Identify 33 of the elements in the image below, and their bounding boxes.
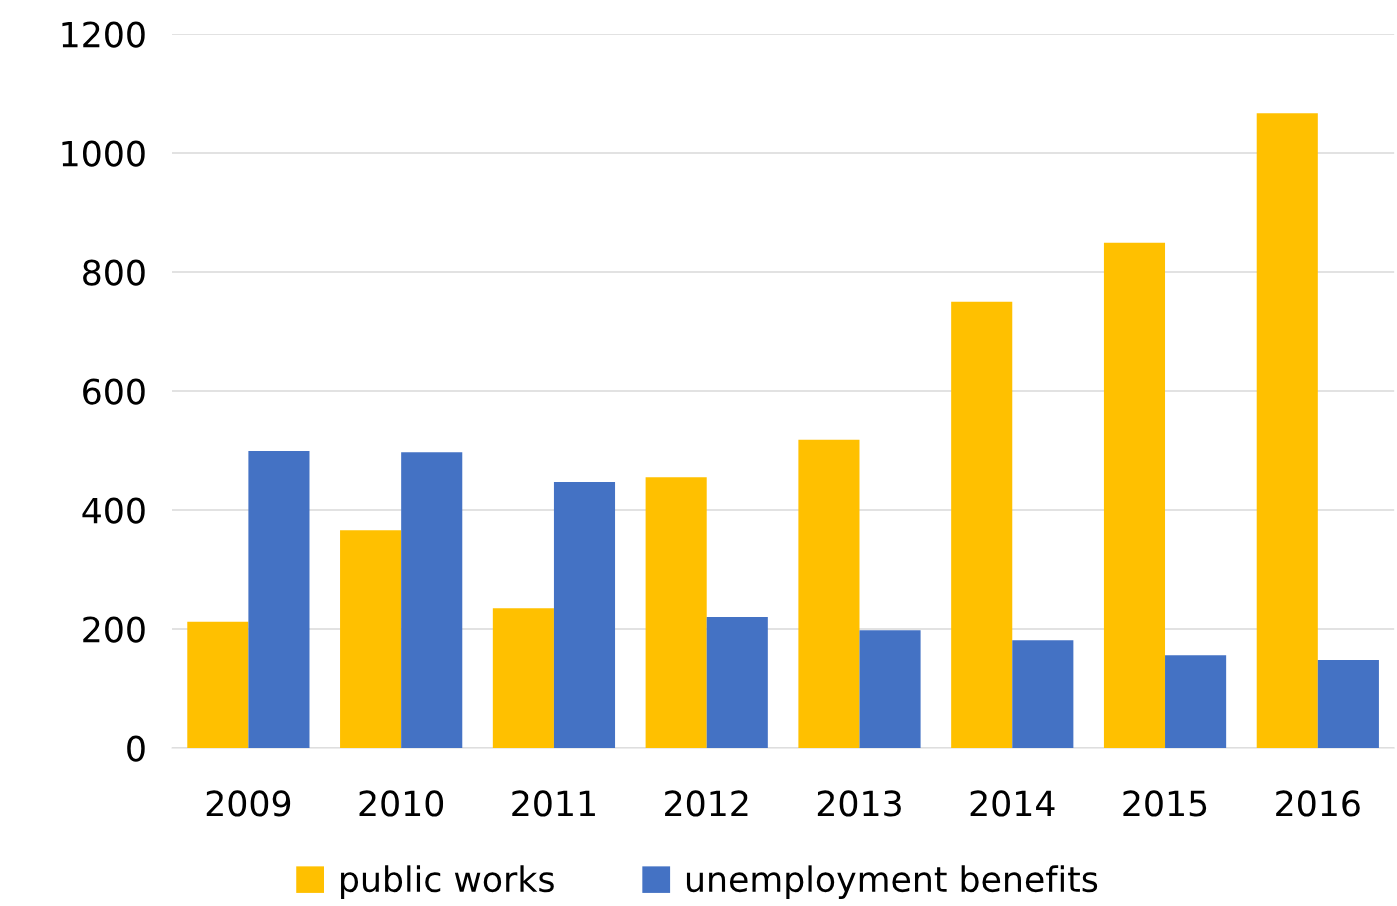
y-tick-label: 1200: [62, 21, 145, 48]
x-tick-label: 2011: [512, 790, 595, 817]
bar: [401, 452, 463, 748]
x-tick-label: 2016: [1276, 790, 1360, 817]
y-tick-label: 800: [83, 259, 145, 286]
y-tick-label: 0: [127, 735, 145, 762]
y-tick-label: 400: [82, 497, 145, 524]
bar: [340, 530, 402, 748]
legend-label: unemployment benefits: [686, 865, 1098, 899]
x-tick-label: 2015: [1123, 790, 1207, 817]
bar: [187, 621, 249, 748]
bar: [706, 617, 768, 748]
bar: [248, 451, 310, 748]
x-tick-label: 2013: [817, 790, 901, 817]
x-tick-label: 2014: [970, 790, 1055, 817]
bar: [859, 630, 921, 748]
bar: [1165, 655, 1227, 748]
bar: [951, 301, 1013, 748]
bar: [1256, 113, 1318, 748]
x-tick-label: 2012: [665, 790, 748, 817]
bar: [645, 477, 707, 748]
y-tick-label: 200: [83, 616, 145, 643]
x-tick-label: 2010: [359, 790, 444, 817]
bar: [798, 439, 860, 748]
y-tick-label: 600: [83, 378, 145, 405]
bar: [553, 482, 616, 748]
bar: [492, 608, 554, 748]
bar: [1103, 242, 1166, 748]
bar: [1012, 640, 1074, 748]
y-tick-label: 1000: [62, 140, 145, 167]
x-tick-label: 2009: [206, 790, 291, 817]
bar: [1317, 659, 1379, 748]
legend-label: public works: [341, 865, 554, 899]
